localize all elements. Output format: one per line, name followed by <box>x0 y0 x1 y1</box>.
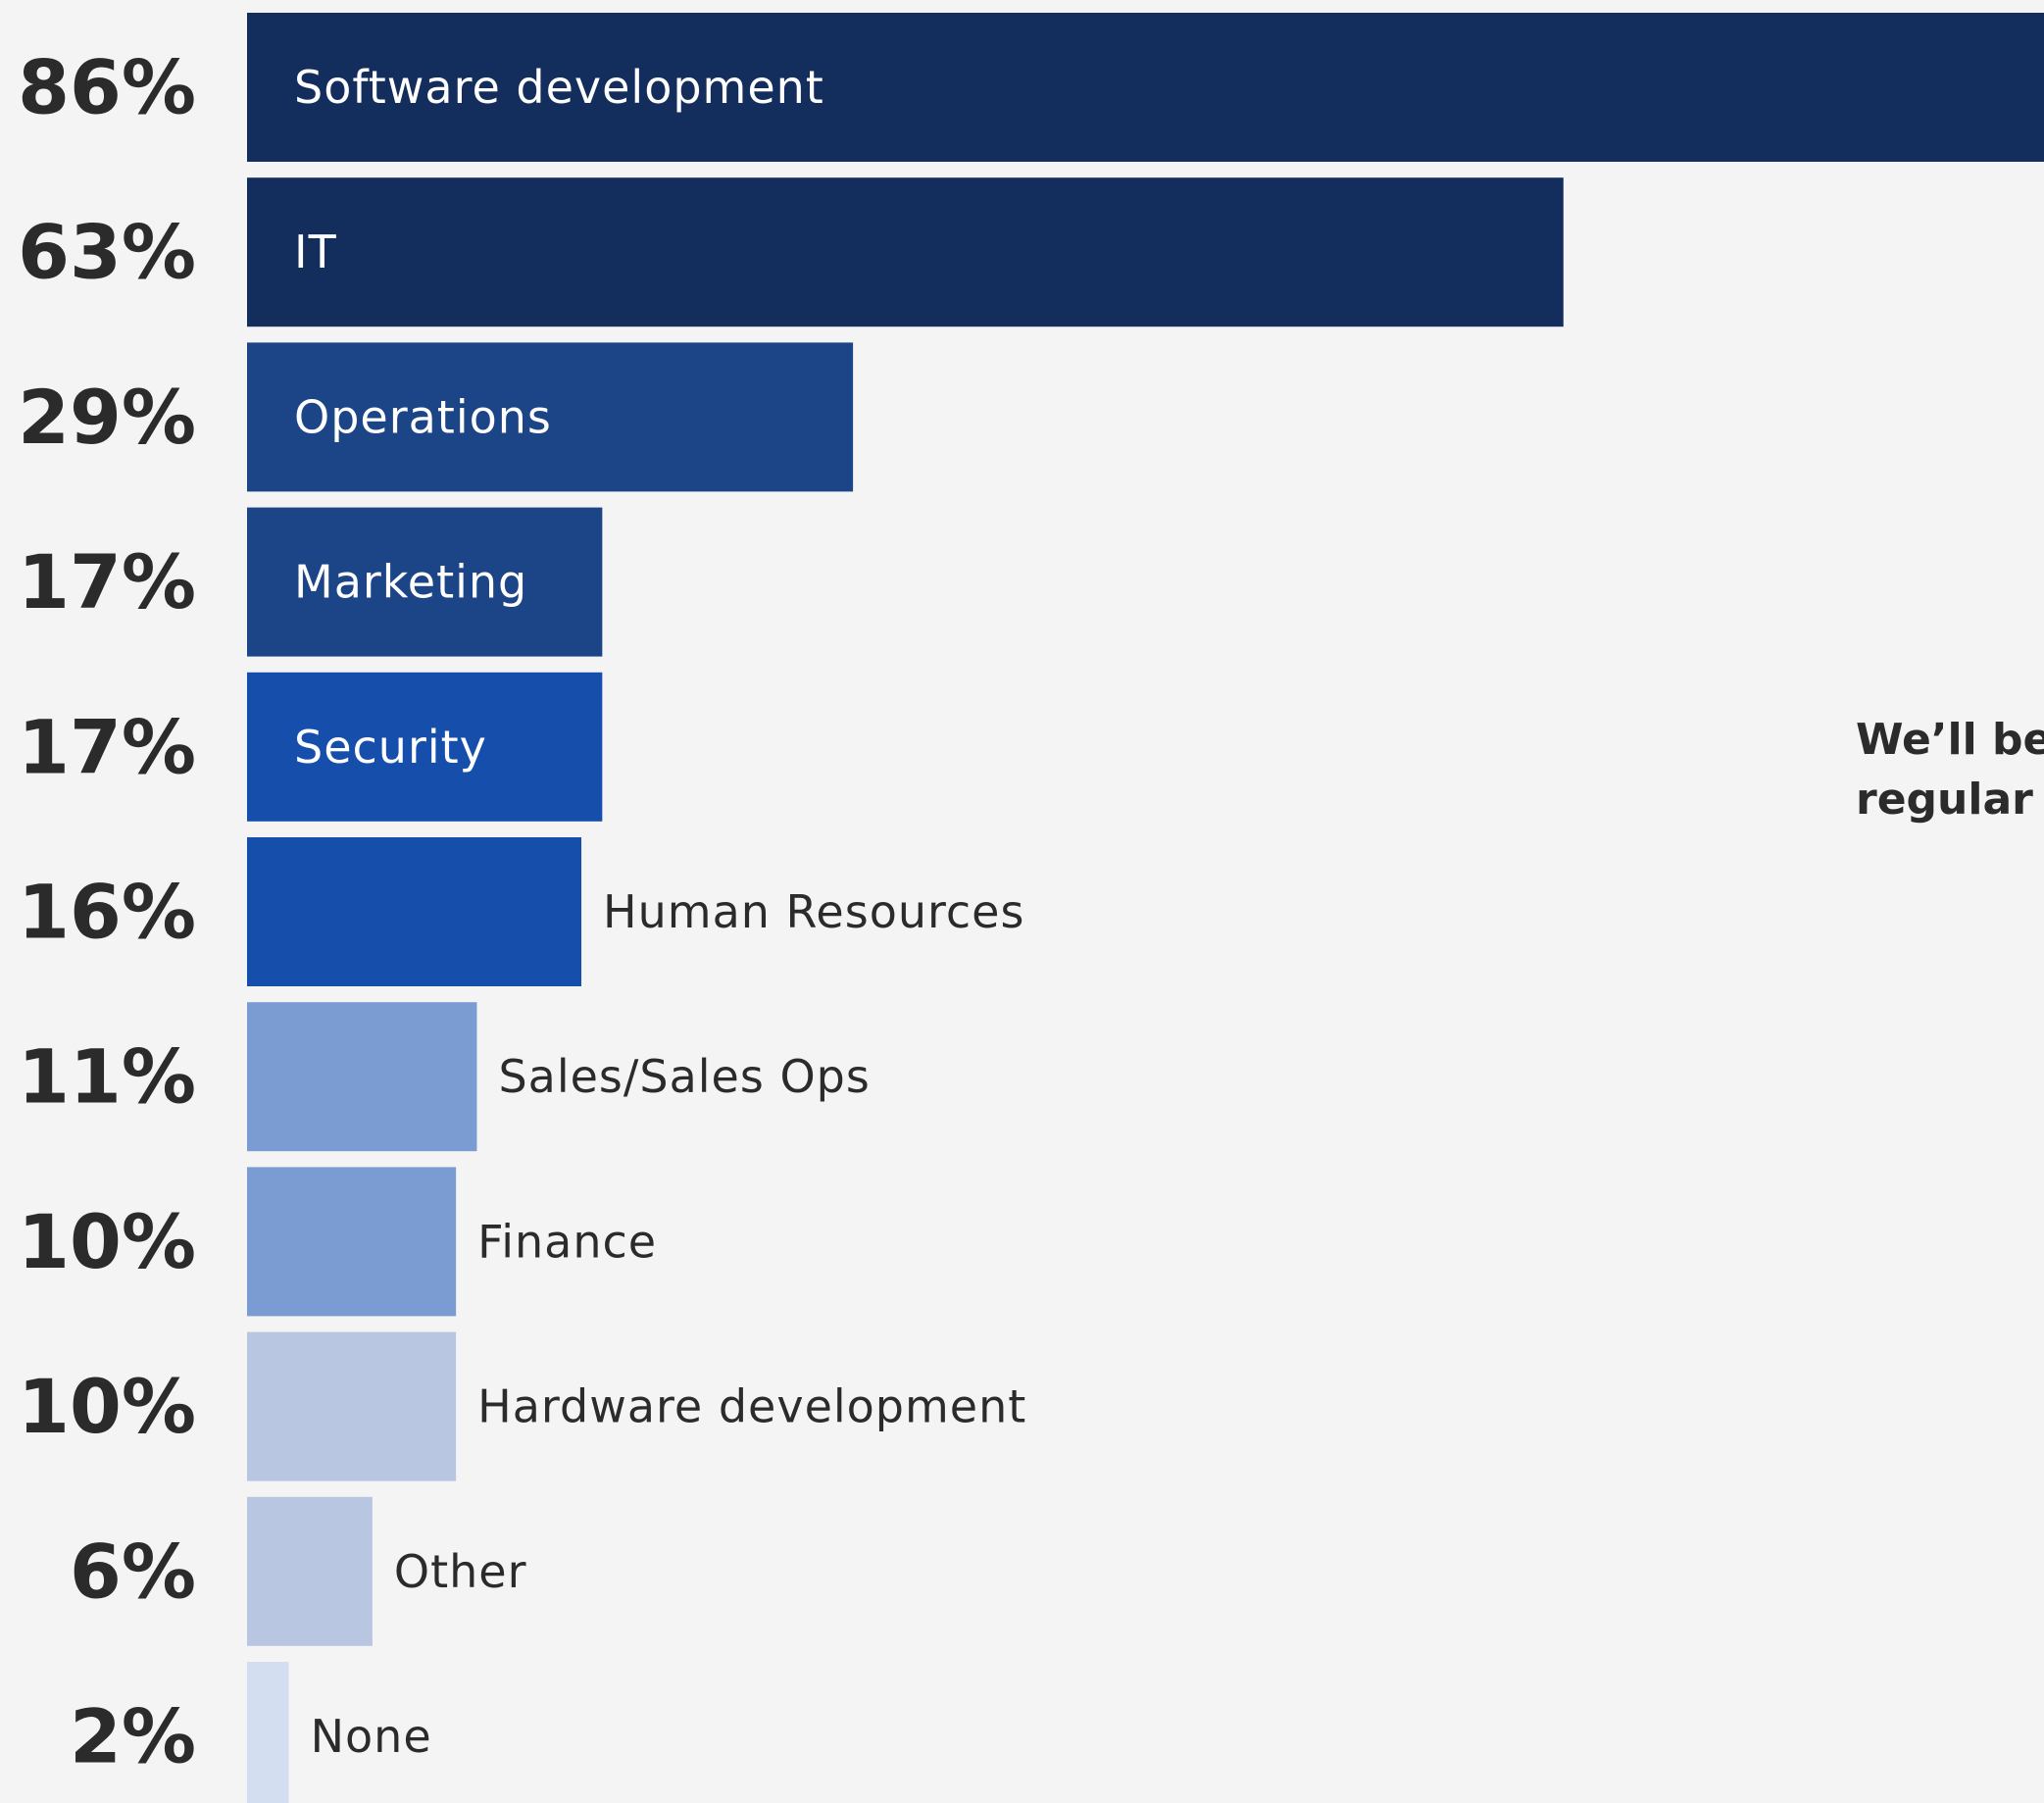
category-label: Sales/Sales Ops <box>498 1050 870 1103</box>
bar-2 <box>247 342 854 492</box>
value-label: 17% <box>18 538 196 626</box>
bar-10 <box>247 1662 289 1803</box>
bar-9 <box>247 1496 373 1646</box>
category-label: Hardware development <box>477 1380 1026 1433</box>
bar-1 <box>247 177 1564 327</box>
bars-layer <box>247 13 2044 1803</box>
bar-8 <box>247 1331 457 1481</box>
bar-6 <box>247 1002 477 1152</box>
value-label: 63% <box>18 209 196 296</box>
bar-3 <box>247 507 603 657</box>
category-label: Human Resources <box>603 885 1024 938</box>
category-label: Security <box>294 721 487 774</box>
bar-0 <box>247 13 2044 162</box>
value-label: 10% <box>18 1363 196 1450</box>
value-label: 2% <box>70 1693 196 1780</box>
bar-5 <box>247 837 582 986</box>
value-label: 29% <box>18 374 196 461</box>
bar-4 <box>247 672 603 822</box>
value-label: 86% <box>18 44 196 131</box>
category-label: Marketing <box>294 556 527 609</box>
labels-layer: 86% Software development 63% IT 29% Operation… <box>18 44 1026 1780</box>
category-label: Other <box>394 1545 527 1598</box>
side-note-line-2: regular <box>1856 775 2033 825</box>
value-label: 6% <box>70 1528 196 1615</box>
category-label: IT <box>294 225 337 278</box>
side-note: We’ll be regular <box>1856 715 2044 825</box>
category-label: Software development <box>294 61 824 114</box>
bar-7 <box>247 1167 457 1317</box>
value-label: 10% <box>18 1198 196 1285</box>
value-label: 16% <box>18 869 196 956</box>
side-note-line-1: We’ll be <box>1856 715 2044 765</box>
value-label: 17% <box>18 703 196 790</box>
category-label: Finance <box>477 1215 657 1268</box>
category-label: None <box>311 1710 432 1763</box>
value-label: 11% <box>18 1033 196 1121</box>
category-label: Operations <box>294 390 552 443</box>
